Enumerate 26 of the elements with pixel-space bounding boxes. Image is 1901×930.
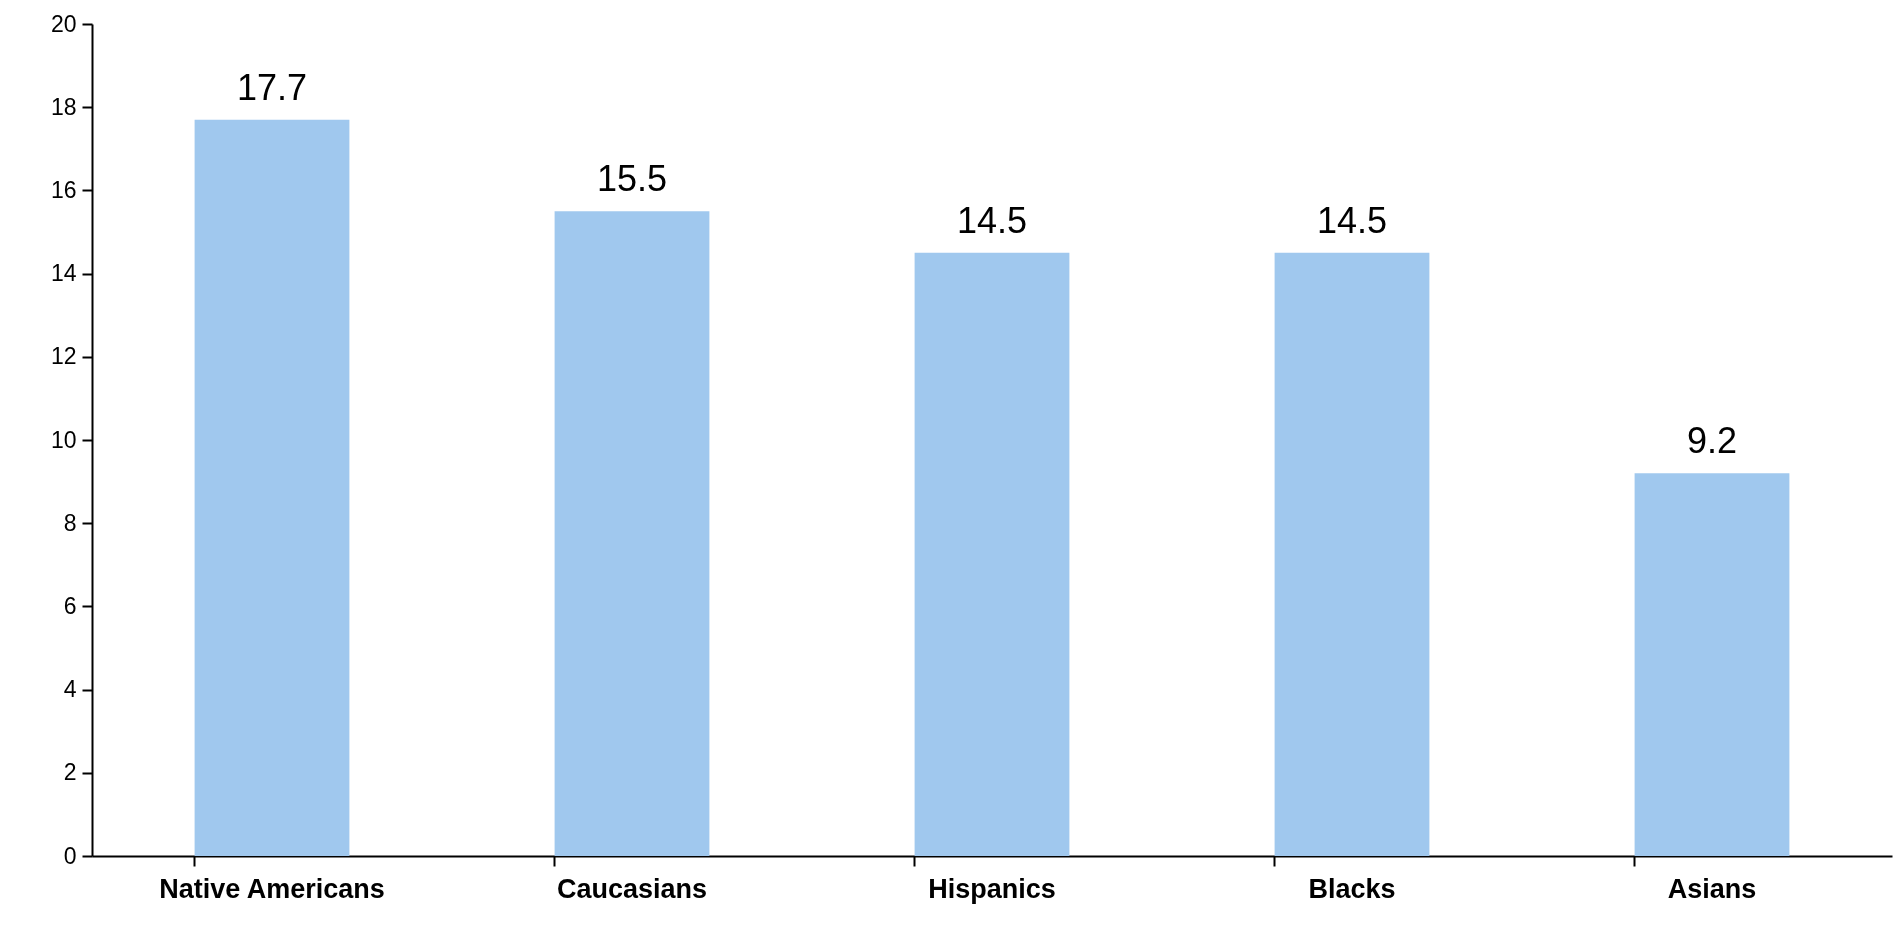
x-tick-label: Hispanics — [928, 873, 1056, 904]
data-label: 14.5 — [956, 199, 1028, 241]
bar — [194, 119, 350, 856]
bar — [914, 252, 1070, 856]
y-tick-label: 6 — [63, 592, 77, 619]
y-tick-label: 16 — [50, 176, 77, 203]
bar — [1274, 252, 1430, 856]
data-label: 17.7 — [236, 66, 308, 108]
y-tick-label: 14 — [50, 260, 77, 287]
bar — [1634, 473, 1790, 856]
y-tick-label: 18 — [50, 93, 77, 120]
y-tick-label: 20 — [50, 10, 77, 37]
y-tick-label: 0 — [63, 842, 77, 869]
x-tick-label: Native Americans — [159, 873, 385, 904]
y-tick-label: 4 — [63, 676, 77, 703]
data-label: 14.5 — [1316, 199, 1388, 241]
y-tick-label: 10 — [50, 426, 77, 453]
data-label: 15.5 — [596, 158, 668, 200]
y-tick-label: 12 — [50, 343, 77, 370]
x-tick-label: Blacks — [1308, 873, 1396, 904]
data-label: 9.2 — [1686, 420, 1738, 462]
y-tick-label: 2 — [63, 759, 77, 786]
bar — [554, 211, 710, 856]
x-tick-label: Caucasians — [556, 873, 708, 904]
x-tick-label: Asians — [1667, 873, 1757, 904]
y-tick-label: 8 — [63, 509, 77, 536]
